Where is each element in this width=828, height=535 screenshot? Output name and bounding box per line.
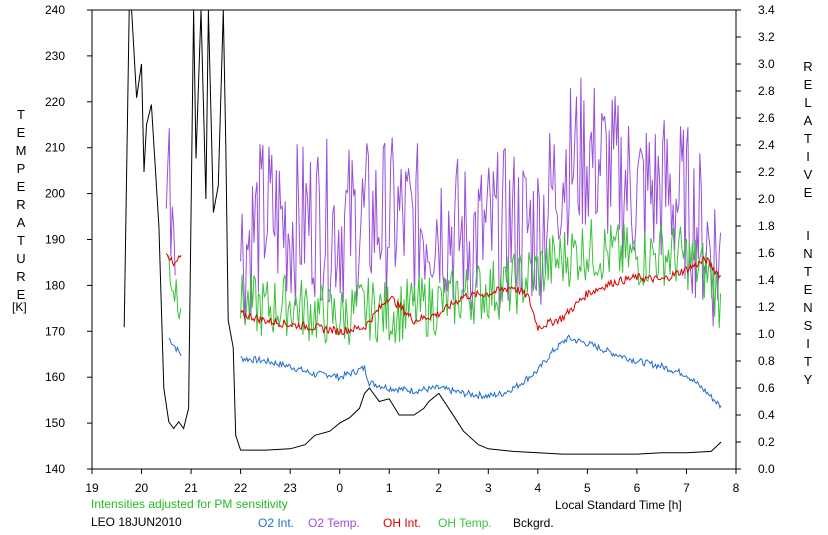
legend-entry: O2 Int. (258, 516, 294, 530)
right-tick-label: 1.4 (758, 273, 775, 287)
right-tick-label: 2.2 (758, 165, 775, 179)
x-tick-label: 21 (184, 481, 198, 495)
right-tick-label: 0.0 (758, 462, 775, 476)
series-line-o2-int (240, 334, 722, 410)
left-tick-label: 180 (45, 278, 65, 292)
series-line-oh-temp (168, 255, 182, 320)
legend-entry: Bckgrd. (513, 516, 554, 530)
right-tick-label: 0.4 (758, 408, 775, 422)
right-tick-label: 1.2 (758, 300, 775, 314)
x-tick-label: 2 (435, 481, 442, 495)
right-tick-label: 2.4 (758, 138, 775, 152)
x-tick-label: 1 (386, 481, 393, 495)
right-tick-label: 2.6 (758, 111, 775, 125)
right-tick-label: 1.0 (758, 327, 775, 341)
right-tick-label: 3.2 (758, 30, 775, 44)
right-axis: 0.0 0.2 0.4 0.6 0.8 1.0 1.2 1.4 1.6 1.8 2.0 2.2 2.4 2… (736, 3, 775, 476)
x-tick-label: 22 (234, 481, 248, 495)
series-line-o2-int (168, 337, 182, 356)
right-tick-label: 1.8 (758, 219, 775, 233)
left-tick-label: 200 (45, 187, 65, 201)
legend-entry: OH Temp. (438, 516, 492, 530)
site-date-label: LEO 18JUN2010 (91, 515, 182, 529)
left-tick-label: 140 (45, 462, 65, 476)
left-tick-label: 240 (45, 3, 65, 17)
series-line-o2-temp (165, 128, 176, 276)
series-line-bckgrd (123, 9, 722, 455)
left-axis-unit-label: [K] (12, 300, 27, 314)
x-axis: 19 20 21 22 23 0 1 2 3 4 5 6 7 8 (85, 469, 740, 495)
left-tick-label: 190 (45, 233, 65, 247)
left-tick-label: 170 (45, 324, 65, 338)
plot-series (123, 9, 722, 455)
right-tick-label: 2.8 (758, 84, 775, 98)
left-tick-label: 150 (45, 416, 65, 430)
left-tick-label: 230 (45, 49, 65, 63)
right-tick-label: 0.6 (758, 381, 775, 395)
pm-sensitivity-note: Intensities adjusted for PM sensitivity (91, 497, 288, 511)
left-axis: 140 150 160 170 180 190 200 210 220 230 240 (45, 3, 92, 476)
left-tick-label: 220 (45, 95, 65, 109)
x-tick-label: 6 (634, 481, 641, 495)
series-line-oh-int (240, 255, 722, 336)
x-tick-label: 0 (336, 481, 343, 495)
right-tick-label: 0.2 (758, 435, 775, 449)
x-tick-label: 8 (733, 481, 740, 495)
right-tick-label: 3.4 (758, 3, 775, 17)
right-tick-label: 1.6 (758, 246, 775, 260)
x-tick-label: 20 (135, 481, 149, 495)
x-tick-label: 23 (283, 481, 297, 495)
legend-entry: O2 Temp. (308, 516, 360, 530)
x-tick-label: 19 (85, 481, 99, 495)
right-tick-label: 2.0 (758, 192, 775, 206)
legend: O2 Int. O2 Temp. OH Int. OH Temp. Bckgrd. (258, 516, 554, 530)
series-line-o2-temp (240, 77, 722, 327)
x-tick-label: 5 (584, 481, 591, 495)
left-tick-label: 160 (45, 370, 65, 384)
left-tick-label: 210 (45, 141, 65, 155)
x-axis-label: Local Standard Time [h] (555, 498, 682, 512)
right-tick-label: 0.8 (758, 354, 775, 368)
x-tick-label: 3 (485, 481, 492, 495)
series-line-oh-int (165, 253, 182, 267)
x-tick-label: 4 (535, 481, 542, 495)
legend-entry: OH Int. (383, 516, 421, 530)
right-tick-label: 3.0 (758, 57, 775, 71)
x-tick-label: 7 (683, 481, 690, 495)
